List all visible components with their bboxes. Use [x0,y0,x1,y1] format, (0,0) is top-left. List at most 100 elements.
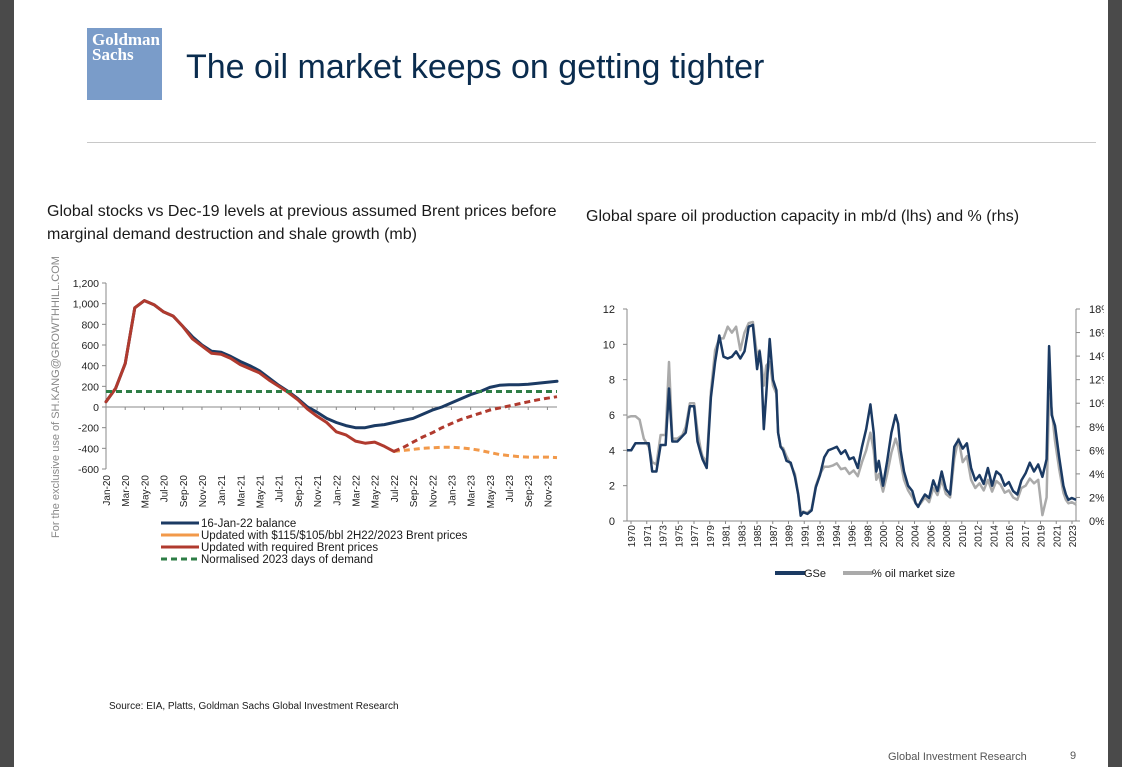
chart1-x-tick-label: Jan-21 [217,475,228,506]
chart2-x-tick-label: 2000 [879,525,890,548]
chart1-legend-label: Updated with $115/$105/bbl 2H22/2023 Bre… [201,530,468,542]
chart2-x-tick-label: 1970 [627,525,638,548]
chart1-x-tick-label: May-23 [486,475,497,509]
chart1-y-tick-label: 0 [93,402,99,414]
chart1-x-tick-label: Mar-22 [351,475,362,507]
logo-line-1: Goldman [92,30,161,49]
chart2-gse-line [627,323,1077,517]
chart2-left-tick-label: 8 [609,375,615,387]
chart1-x-tick-label: Jan-22 [332,475,343,506]
chart2-pct-line [626,320,1077,517]
footer-text: Global Investment Research [888,751,1027,763]
chart2-left-tick-label: 6 [609,410,615,422]
chart1-x-tick-label: May-20 [140,475,151,509]
chart1-legend-label: Normalised 2023 days of demand [201,554,373,566]
chart2-x-tick-label: 1996 [848,525,859,548]
chart2-right-tick-label: 6% [1089,445,1104,457]
chart1-x-tick-label: Jul-21 [275,475,286,503]
chart1-x-tick-label: Mar-20 [121,475,132,507]
chart2-left-tick-label: 12 [603,304,615,316]
chart2-x-tick-label: 1979 [706,525,717,548]
chart2-x-tick-label: 1998 [863,525,874,548]
chart2-right-tick-label: 2% [1089,492,1104,504]
chart2-right-tick-label: 0% [1089,516,1104,528]
chart2-x-tick-label: 2014 [989,525,1000,548]
logo-line-2: Sachs [92,45,134,64]
chart2-x-tick-label: 1985 [753,525,764,548]
chart1-x-tick-label: Sep-22 [409,475,420,508]
chart2-x-tick-label: 1991 [800,525,811,548]
chart2-left-tick-label: 10 [603,339,615,351]
chart1-x-tick-label: Sep-20 [179,475,190,508]
chart1-x-tick-label: Jul-23 [505,475,516,503]
chart1-legend-label: 16-Jan-22 balance [201,518,296,530]
chart1-x-tick-label: Nov-23 [543,475,554,508]
chart1-x-tick-label: Jan-23 [447,475,458,506]
chart1-y-tick-label: -400 [78,443,99,455]
chart2-x-tick-label: 1971 [643,525,654,548]
title-divider [87,142,1096,143]
chart1-series-line [104,299,396,453]
chart2-spare-capacity: 0 2 4 6 8 10 12 0% 2% 4% 6% 8% 10% 12% 14% 16% 18% 1970 19… [603,304,1104,580]
chart2-left-tick-label: 0 [609,516,615,528]
chart2-right-tick-label: 14% [1089,351,1104,363]
chart1-x-tick-label: Sep-23 [524,475,535,508]
chart1-stocks: -600 -400 -200 0 200 400 600 800 1,000 1,200 Jan-2… [73,278,559,566]
chart2-legend-label: % oil market size [872,568,955,580]
chart1-x-tick-label: Nov-22 [428,475,439,508]
chart2-x-tick-label: 1983 [737,525,748,548]
chart1-x-tick-label: Mar-21 [236,475,247,507]
chart2-x-tick-label: 1977 [690,525,701,548]
chart2-x-tick-label: 2016 [1005,525,1016,548]
chart1-x-tick-label: Jul-20 [160,475,171,503]
chart2-x-tick-label: 2002 [895,525,906,548]
chart2-right-tick-label: 18% [1089,304,1104,316]
chart2-legend-label: GSe [804,568,826,580]
chart2-right-tick-label: 4% [1089,469,1104,481]
chart1-y-tick-label: -600 [78,464,99,476]
chart1-y-tick-label: 200 [81,381,99,393]
chart2-x-tick-label: 2017 [1021,525,1032,548]
chart1-x-tick-label: Jan-20 [102,475,113,506]
chart1-y-tick-label: 800 [81,319,99,331]
chart2-left-tick-label: 4 [609,445,615,457]
page-title: The oil market keeps on getting tighter [186,48,765,86]
chart2-x-tick-label: 2012 [974,525,985,548]
chart2-right-tick-label: 12% [1089,375,1104,387]
chart2-x-tick-label: 1987 [769,525,780,548]
chart2-x-tick-label: 1993 [816,525,827,548]
chart1-y-tick-label: 1,200 [73,278,99,290]
chart1-title-line-2: marginal demand destruction and shale gr… [47,226,417,243]
chart1-x-tick-label: May-21 [256,475,267,509]
goldman-sachs-logo: Goldman Sachs [87,28,162,100]
chart1-series-line [393,445,558,460]
chart2-x-tick-label: 2021 [1052,525,1063,548]
chart1-y-tick-label: 400 [81,361,99,373]
chart2-x-tick-label: 2008 [942,525,953,548]
chart1-legend-label: Updated with required Brent prices [201,542,378,554]
chart1-y-tick-label: 600 [81,340,99,352]
page-number: 9 [1070,750,1077,762]
chart2-title: Global spare oil production capacity in … [586,208,1020,225]
chart2-x-tick-label: 2019 [1037,525,1048,548]
chart1-title-line-1: Global stocks vs Dec-19 levels at previo… [47,203,557,220]
chart2-x-tick-label: 2010 [958,525,969,548]
chart2-right-tick-label: 8% [1089,422,1104,434]
chart2-x-tick-label: 1975 [674,525,685,548]
chart1-title: Global stocks vs Dec-19 levels at previo… [47,200,557,246]
chart2-x-tick-label: 1973 [659,525,670,548]
chart1-x-tick-label: May-22 [371,475,382,509]
source-note: Source: EIA, Platts, Goldman Sachs Globa… [109,701,399,712]
chart1-x-tick-label: Nov-21 [313,475,324,508]
chart2-x-tick-label: 1994 [832,525,843,548]
chart2-x-tick-label: 2006 [926,525,937,548]
chart2-right-tick-label: 10% [1089,398,1104,410]
chart2-left-tick-label: 2 [609,481,615,493]
chart1-x-tick-label: Sep-21 [294,475,305,508]
chart2-x-tick-label: 2004 [911,525,922,548]
slide: Goldman Sachs The oil market keeps on ge… [14,0,1108,767]
chart2-right-tick-label: 16% [1089,328,1104,340]
chart2-x-tick-label: 1989 [785,525,796,548]
chart2-x-tick-label: 2023 [1068,525,1079,548]
chart2-x-tick-label: 1981 [722,525,733,548]
